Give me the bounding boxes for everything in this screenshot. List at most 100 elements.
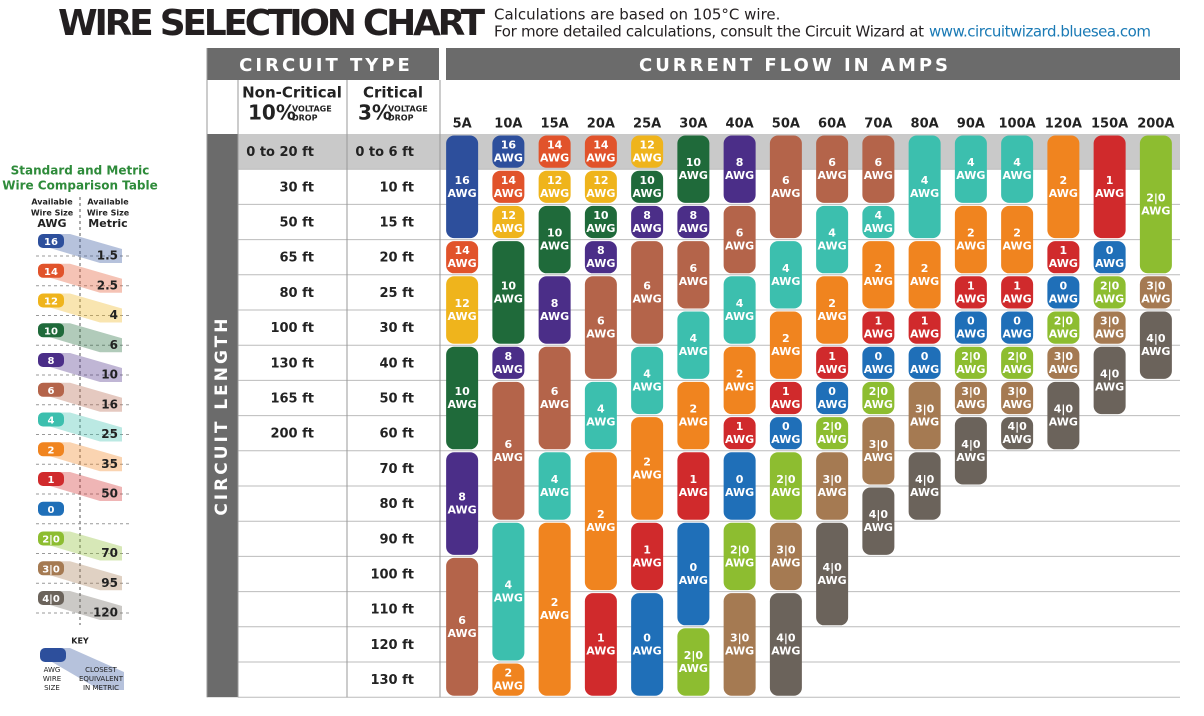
gauge: 4	[736, 297, 744, 310]
gauge-unit: AWG	[771, 187, 800, 200]
metric: 70	[101, 546, 118, 560]
gauge: 6	[875, 156, 883, 169]
wire-pill	[954, 135, 987, 203]
gauge-unit: AWG	[725, 556, 754, 569]
wire-pill	[862, 205, 895, 239]
gauge-unit: AWG	[1003, 240, 1032, 253]
gauge-unit: AWG	[586, 416, 615, 429]
gauge-unit: AWG	[448, 257, 477, 270]
gauge: 2|0	[961, 350, 981, 363]
length: 110 ft	[370, 603, 414, 618]
gauge-unit: AWG	[448, 187, 477, 200]
type-name: Non-Critical	[242, 84, 342, 102]
gauge: 4|0	[869, 508, 889, 521]
length: 80 ft	[380, 497, 415, 512]
gauge: 1	[782, 385, 790, 398]
header-label: CIRCUIT TYPE	[239, 55, 413, 76]
gauge: 6	[597, 315, 605, 328]
wire-pill	[1001, 346, 1034, 379]
length: 80 ft	[280, 286, 315, 301]
wire-pill	[954, 381, 987, 415]
gauge: 2|0	[1054, 315, 1074, 328]
gauge-unit: AWG	[1049, 328, 1078, 341]
awg: 0	[48, 505, 55, 516]
wire-pill	[862, 381, 895, 415]
amp-label: 200A	[1137, 117, 1174, 132]
gauge: 3|0	[1146, 279, 1166, 292]
wire-pill	[538, 452, 571, 520]
amp-label: 70A	[864, 117, 892, 132]
awg-pill	[38, 561, 64, 576]
gauge-unit: AWG	[818, 486, 847, 499]
length: 100 ft	[270, 321, 314, 336]
gauge: 2|0	[776, 473, 796, 486]
awg-pill	[38, 293, 64, 308]
gauge: 12	[593, 174, 608, 187]
metric: 95	[101, 576, 118, 590]
gauge: 2	[1060, 174, 1068, 187]
wire-pill	[1139, 276, 1172, 309]
wire-pill	[816, 452, 849, 520]
gauge-unit: AWG	[494, 592, 523, 605]
metric-band	[50, 382, 122, 412]
gauge: 4	[782, 262, 790, 275]
gauge-unit: AWG	[540, 240, 569, 253]
length-title: CIRCUIT LENGTH	[212, 316, 232, 516]
gauge: 4	[967, 156, 975, 169]
length: 65 ft	[280, 251, 315, 266]
wire-pill	[446, 346, 479, 450]
gauge-unit: AWG	[633, 152, 662, 165]
awg: 16	[44, 237, 58, 248]
cmp-header: Available	[87, 198, 129, 207]
gauge-unit: AWG	[725, 240, 754, 253]
wire-pill	[769, 381, 802, 415]
wire-pill	[631, 593, 664, 696]
drop-label: DROP	[292, 114, 318, 123]
wire-pill	[908, 381, 941, 450]
gauge: 4|0	[1007, 420, 1027, 433]
gauge: 1	[736, 420, 744, 433]
gauge: 8	[551, 297, 559, 310]
link: www.circuitwizard.bluesea.com	[929, 23, 1151, 41]
awg: 4	[48, 416, 55, 427]
metric: 50	[101, 487, 118, 501]
wire-pill	[538, 276, 571, 344]
length: 30 ft	[380, 321, 415, 336]
gauge-unit: AWG	[586, 644, 615, 657]
gauge: 14	[501, 174, 517, 187]
wire-pill	[584, 241, 617, 274]
length: 130 ft	[370, 673, 414, 688]
gauge-unit: AWG	[956, 363, 985, 376]
wire-pill	[584, 381, 617, 450]
gauge: 2	[505, 667, 513, 680]
gauge-unit: AWG	[540, 152, 569, 165]
gauge-unit: AWG	[864, 169, 893, 182]
gauge: 3|0	[822, 473, 842, 486]
metric: 16	[101, 397, 118, 411]
header-bar	[207, 48, 439, 80]
metric: 25	[101, 427, 118, 441]
gauge: 0	[1013, 315, 1021, 328]
gauge-unit: AWG	[864, 521, 893, 534]
gauge: 2	[921, 262, 929, 275]
wire-pill	[816, 276, 849, 344]
length: 90 ft	[380, 532, 415, 547]
length: 120 ft	[370, 638, 414, 653]
wire-pill	[1093, 241, 1126, 274]
awg: 8	[48, 356, 55, 367]
gauge-unit: AWG	[1003, 398, 1032, 411]
metric-band	[50, 293, 122, 323]
gauge: 1	[690, 473, 698, 486]
drop-label: VOLTAGE	[292, 105, 332, 114]
wire-pill	[677, 241, 710, 309]
header-bar	[446, 48, 1180, 80]
gauge: 6	[551, 385, 559, 398]
gauge-unit: AWG	[1095, 380, 1124, 393]
awg-pill	[38, 501, 64, 516]
key-pill	[40, 648, 66, 662]
wire-pill	[1139, 311, 1172, 379]
gauge-unit: AWG	[771, 556, 800, 569]
wire-pill	[538, 522, 571, 696]
metric-band	[50, 234, 122, 263]
cmp-header: Available	[31, 198, 73, 207]
